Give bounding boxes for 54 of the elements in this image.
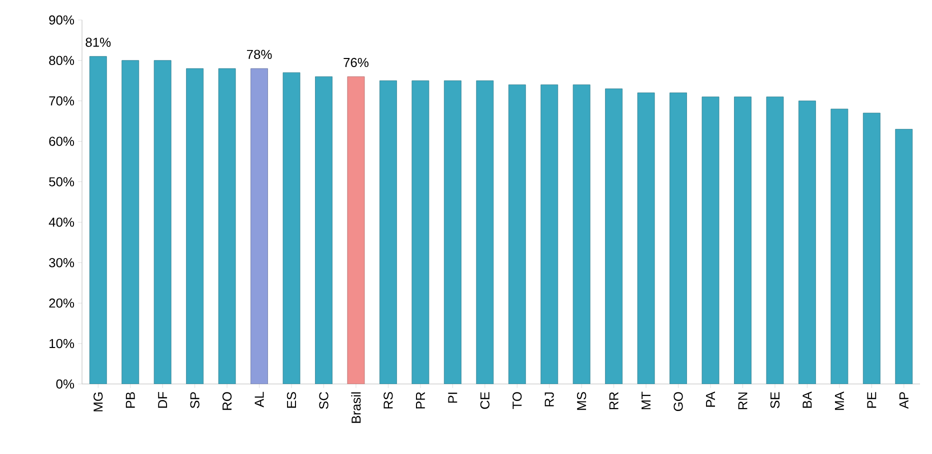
y-tick-label: 70% — [49, 96, 74, 106]
x-tick-label: Brasil — [351, 392, 361, 423]
y-tick-label: 10% — [50, 338, 74, 348]
bar — [380, 80, 397, 384]
x-tick-label: MT — [642, 392, 651, 410]
bar — [766, 96, 784, 384]
x-tick-label: MS — [577, 392, 586, 410]
y-tick-label: 50% — [49, 177, 74, 186]
x-tick-label: RO — [222, 392, 232, 410]
bar — [315, 76, 332, 384]
x-tick-label: SE — [770, 392, 780, 408]
bar — [218, 68, 236, 384]
x-tick-label: PA — [706, 392, 715, 407]
bar — [476, 80, 494, 384]
x-tick-label: PI — [448, 392, 458, 403]
bar — [734, 96, 752, 384]
y-tick-label: 30% — [49, 258, 74, 268]
x-tick-label: AL — [254, 392, 264, 408]
bar — [798, 100, 816, 384]
x-tick-label: PE — [867, 392, 876, 408]
bar — [347, 76, 365, 384]
x-tick-label: TO — [512, 392, 522, 409]
x-tick-label: MG — [94, 392, 103, 412]
bar — [670, 92, 687, 384]
bar — [605, 88, 623, 384]
y-tick-label: 60% — [49, 136, 74, 146]
y-tick-label: 80% — [49, 56, 74, 66]
x-tick-label: CE — [480, 392, 490, 409]
x-tick-label: DF — [158, 392, 168, 408]
x-tick-label: MA — [834, 392, 844, 410]
x-tick-label: SP — [190, 392, 200, 408]
y-tick-label: 40% — [48, 218, 74, 227]
y-tick-label: 20% — [49, 298, 74, 308]
bar — [508, 84, 526, 384]
x-tick-label: AP — [899, 392, 908, 409]
x-tick-label: PB — [126, 392, 135, 408]
data-label: 76% — [344, 58, 368, 68]
x-tick-label: RN — [738, 392, 748, 410]
bar — [89, 56, 107, 384]
data-label: 81% — [86, 38, 111, 47]
bar — [186, 68, 204, 384]
x-tick-label: GO — [674, 392, 683, 411]
data-label: 78% — [246, 50, 272, 59]
y-tick-label: 90% — [49, 15, 74, 25]
y-tick-label: 0% — [56, 379, 74, 389]
x-tick-label: RJ — [544, 392, 554, 406]
x-tick-label: RR — [609, 392, 618, 410]
x-tick-label: RS — [384, 392, 393, 408]
x-tick-label: SC — [319, 392, 328, 409]
x-tick-label: PR — [416, 392, 425, 408]
x-tick-label: BA — [802, 392, 812, 408]
bar — [250, 68, 268, 384]
x-tick-label: ES — [286, 392, 296, 408]
bar — [637, 92, 655, 384]
